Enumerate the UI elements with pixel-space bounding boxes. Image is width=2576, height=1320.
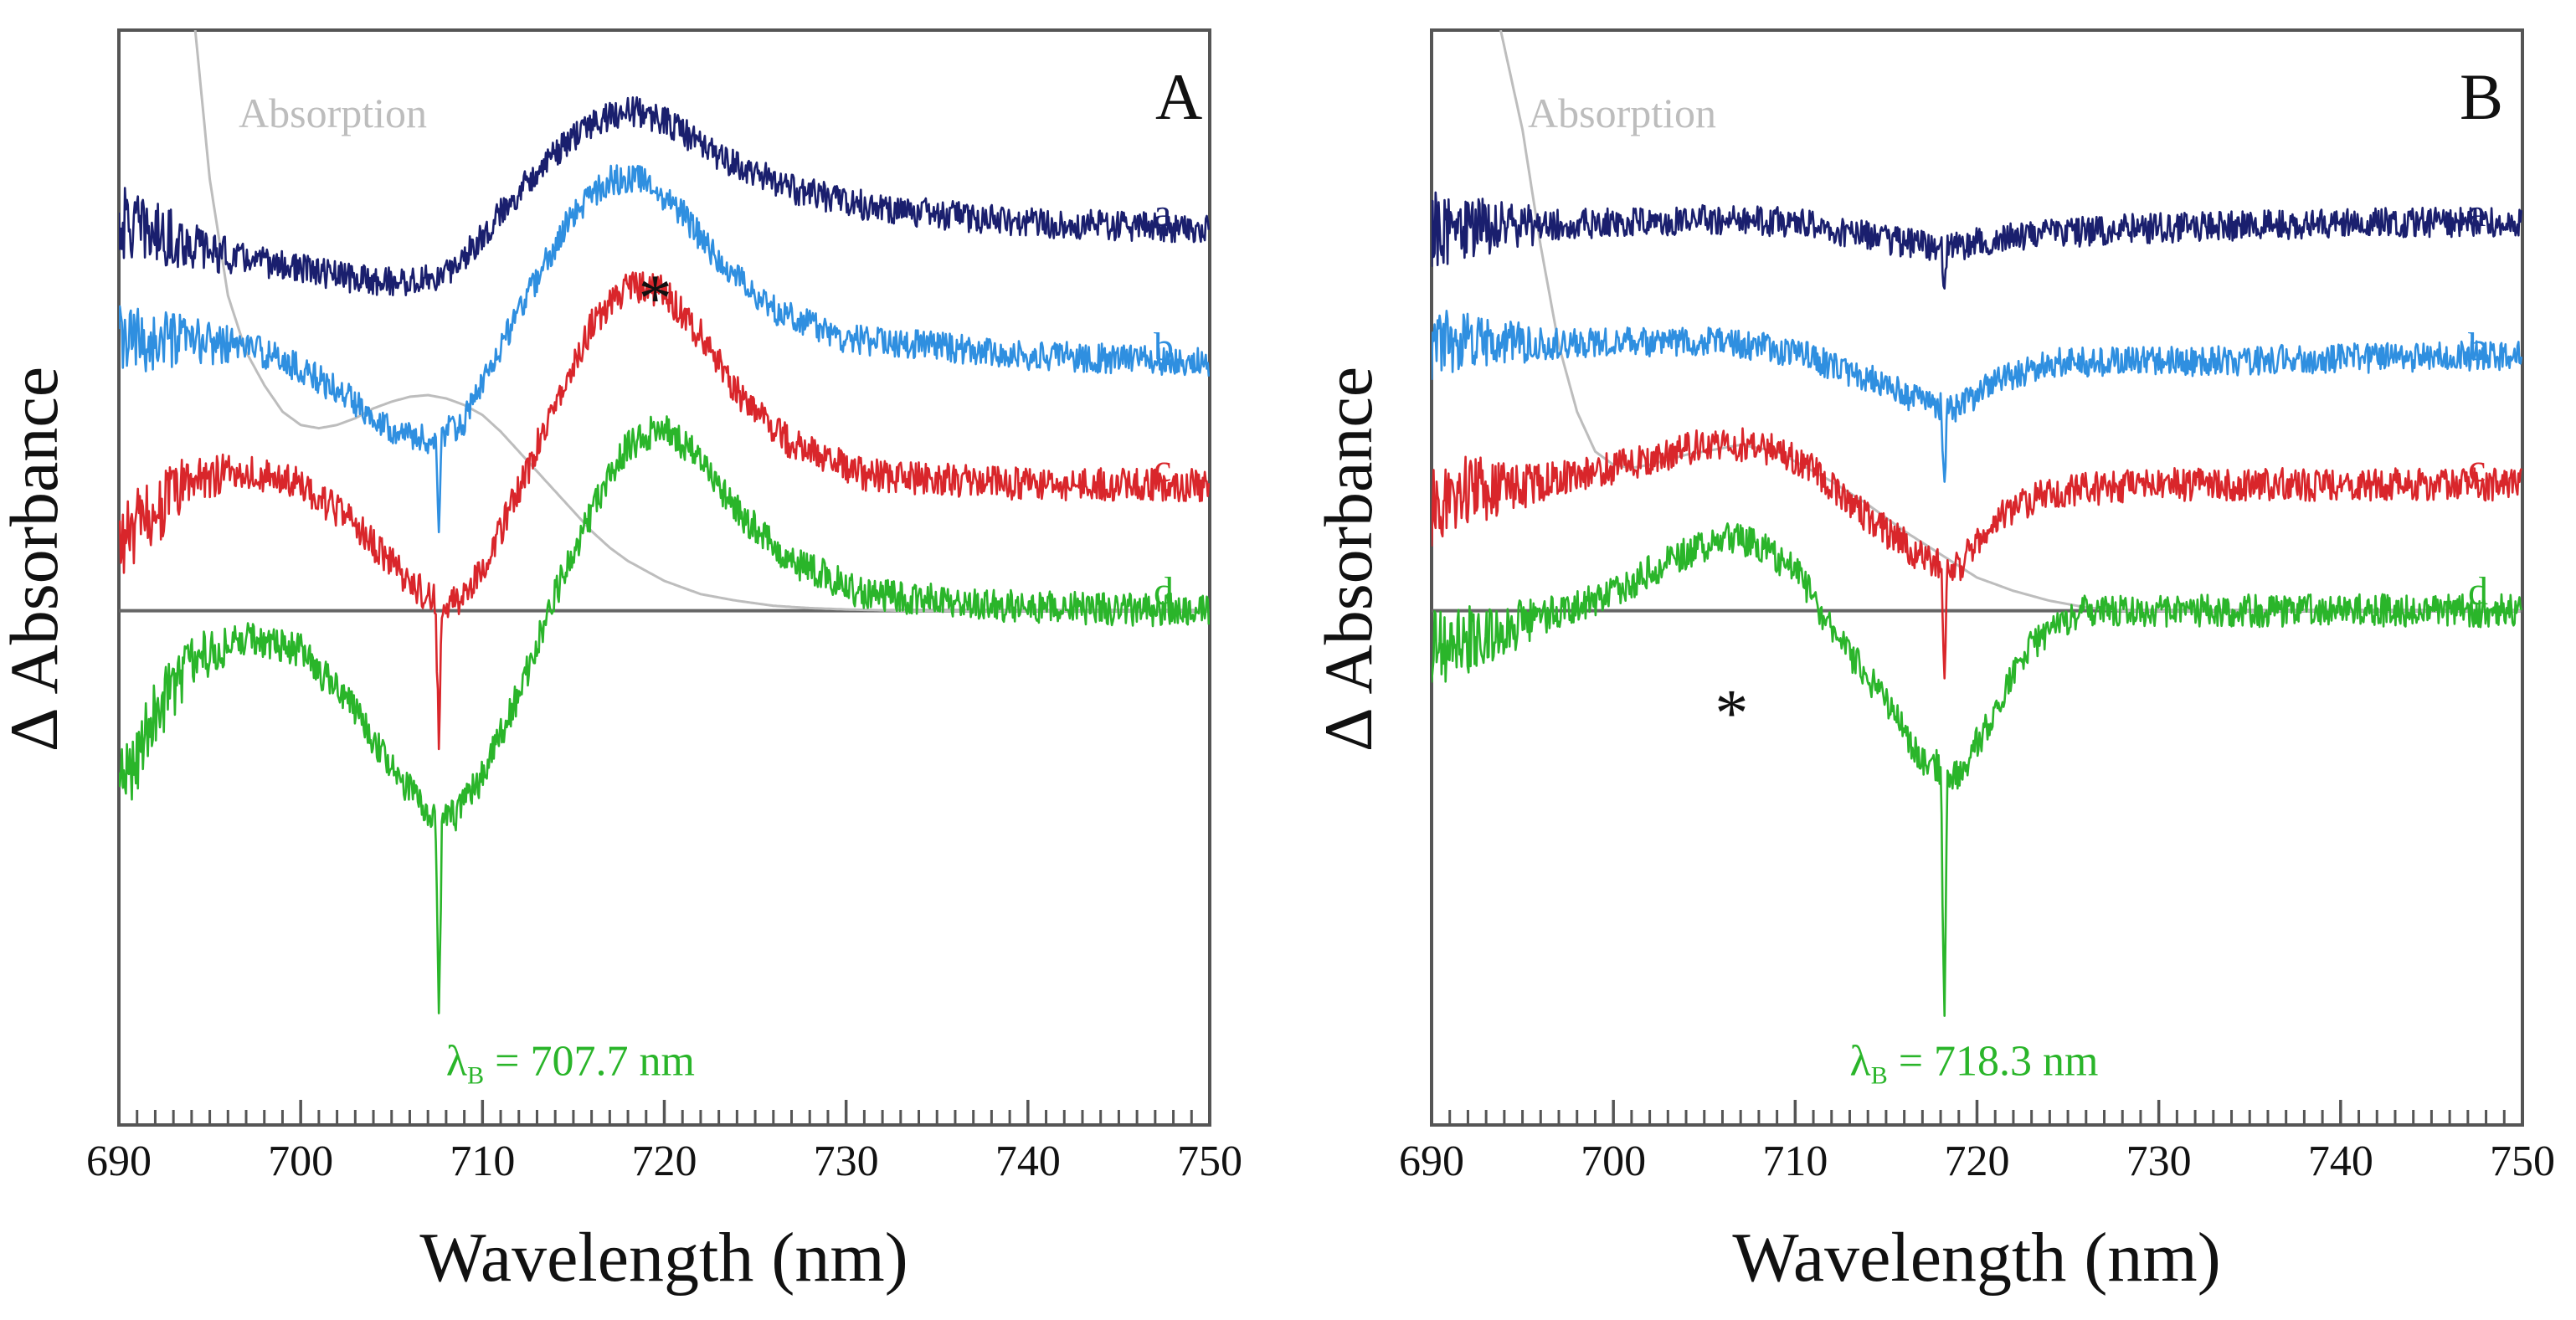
panel-b-plot-area (1432, 30, 2522, 1017)
tick-label-730: 730 (814, 1138, 879, 1185)
panel-a-star-annotation: * (639, 262, 672, 336)
panel-a-label: A (1155, 60, 1202, 133)
lambda-subscript: B (1871, 1062, 1888, 1090)
tick-label-710: 710 (450, 1138, 515, 1185)
panel-b-lambda-annotation: λB = 718.3 nm (1849, 1038, 2098, 1090)
panel-a-absorption-label: Absorption (239, 90, 427, 136)
tick-label-740: 740 (995, 1138, 1061, 1185)
tick-label-720: 720 (632, 1138, 697, 1185)
panel-a-plot-area (119, 30, 1210, 1014)
panel-a-ticks (117, 1100, 1211, 1125)
panel-a-xlabel: Wavelength (nm) (419, 1219, 908, 1297)
panel-b: Δ Absorbance 690 700 710 720 730 740 750… (1310, 28, 2555, 1297)
lambda-symbol: λ (446, 1038, 467, 1086)
panel-b-series-label-c: c (2468, 446, 2486, 491)
series-line-a (119, 96, 1210, 296)
tick-label-690: 690 (86, 1138, 152, 1185)
series-line-c (1432, 427, 2522, 680)
panel-b-star-annotation: * (1715, 677, 1748, 751)
panel-b-series-label-b: b (2468, 325, 2488, 369)
tick-label-710: 710 (1762, 1138, 1828, 1185)
series-line-a (1432, 191, 2522, 290)
panel-a-frame (117, 28, 1211, 1127)
panel-a-lambda-annotation: λB = 707.7 nm (446, 1038, 695, 1090)
panel-a-ylabel: Δ Absorbance (0, 367, 72, 752)
tick-label-750: 750 (1177, 1138, 1242, 1185)
tick-label-740: 740 (2308, 1138, 2373, 1185)
panel-b-ticks (1430, 1100, 2524, 1125)
panel-b-tick-labels: 690 700 710 720 730 740 750 (1399, 1138, 2555, 1185)
panel-b-absorption-label: Absorption (1528, 90, 1716, 136)
panel-b-ylabel: Δ Absorbance (1310, 367, 1386, 752)
series-line-d (1432, 522, 2522, 1017)
panel-b-xlabel: Wavelength (nm) (1732, 1219, 2220, 1297)
series-line-b (119, 164, 1210, 534)
series-line-d (119, 415, 1210, 1014)
lambda-value: = 707.7 nm (484, 1038, 695, 1086)
lambda-subscript: B (467, 1062, 484, 1090)
lambda-symbol: λ (1849, 1038, 1870, 1086)
tick-label-750: 750 (2490, 1138, 2555, 1185)
panel-a: Δ Absorbance 690 700 710 720 730 740 750… (0, 28, 1242, 1297)
panel-a-tick-labels: 690 700 710 720 730 740 750 (86, 1138, 1242, 1185)
panel-b-series-label-d: d (2468, 569, 2488, 614)
tick-label-700: 700 (1581, 1138, 1646, 1185)
series-line-b (1432, 310, 2522, 483)
panel-b-label: B (2460, 60, 2503, 133)
tick-label-730: 730 (2126, 1138, 2192, 1185)
tick-label-720: 720 (1945, 1138, 2010, 1185)
panel-a-series-label-b: b (1154, 325, 1174, 369)
tick-label-690: 690 (1399, 1138, 1464, 1185)
panel-b-series-label-a: a (2468, 191, 2486, 235)
series-line-c (119, 271, 1210, 751)
lambda-value: = 718.3 nm (1888, 1038, 2099, 1086)
panel-a-series-label-a: a (1154, 191, 1171, 235)
tick-label-700: 700 (268, 1138, 333, 1185)
panel-a-series-label-d: d (1154, 569, 1174, 614)
panel-a-series-label-c: c (1154, 446, 1171, 491)
